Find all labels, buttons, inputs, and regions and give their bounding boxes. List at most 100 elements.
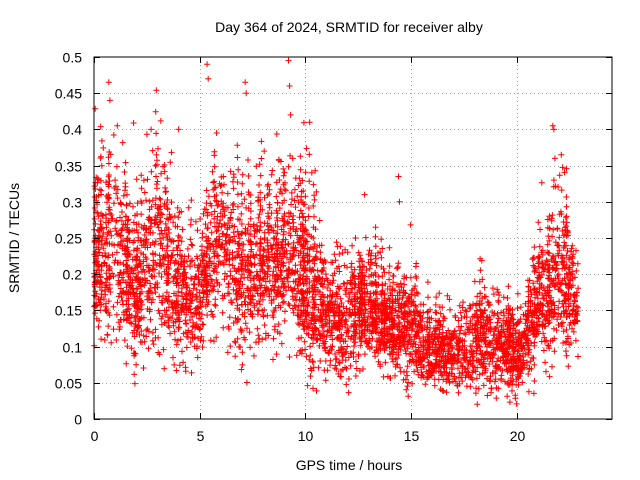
data-point [200,210,207,217]
data-point [250,221,257,228]
data-point [154,178,161,185]
data-point [335,349,342,356]
data-point [130,219,137,226]
data-point [171,213,178,220]
data-point [152,162,159,169]
data-point [128,320,135,327]
data-point [505,283,512,290]
data-point [530,390,537,397]
data-point [286,230,292,237]
data-point [156,204,162,211]
data-point [206,254,213,261]
data-point [157,260,164,266]
data-point [113,218,119,225]
data-point [327,332,334,339]
data-point [266,215,273,222]
data-point [191,343,198,350]
data-point [239,230,246,236]
data-point [365,259,372,266]
data-point [401,310,408,317]
data-point [113,217,120,224]
data-point [496,292,503,299]
data-point [202,221,209,228]
data-point [422,381,429,388]
x-tick-label: 5 [197,428,205,444]
data-point [535,219,542,226]
data-point [404,363,411,370]
data-point [150,341,157,348]
data-point [415,371,422,378]
data-point [350,349,357,356]
data-point [109,270,116,277]
data-point [459,363,466,369]
data-point [188,241,195,248]
data-point [443,389,450,396]
data-point [261,194,268,201]
data-point [421,363,428,370]
data-point [475,385,482,392]
data-point [124,343,131,350]
data-point [456,302,463,309]
data-point [111,185,118,191]
data-point [408,327,415,334]
data-point [212,248,218,255]
data-point [560,328,567,335]
data-point [459,342,466,349]
data-point [208,202,215,209]
data-point [420,334,427,340]
data-point [131,333,138,340]
y-tick-label: 0.25 [55,231,82,247]
data-point [369,314,376,321]
data-point [513,400,520,407]
data-point [130,239,137,246]
data-point [550,325,557,332]
data-point [382,359,389,366]
data-point [138,281,144,288]
data-point [160,346,167,353]
data-point [158,299,165,306]
data-point [317,296,324,303]
data-point [197,216,204,222]
data-point [101,337,108,343]
data-point [187,317,193,323]
data-point [117,285,124,292]
data-point [105,154,112,161]
data-point [559,228,566,234]
data-point [208,211,215,218]
data-point [455,323,462,330]
data-point [487,377,494,384]
data-point [155,209,162,216]
data-point [155,145,161,152]
data-point [239,247,246,254]
data-point [488,389,494,396]
y-tick-label: 0.05 [55,376,82,392]
data-point [570,306,577,313]
data-point [168,149,175,156]
data-point [469,329,476,336]
data-point [161,365,168,372]
data-point [495,355,502,362]
data-point [255,214,262,221]
data-point [182,368,189,375]
data-point [339,323,346,330]
data-point [102,253,109,260]
data-point [292,204,299,211]
data-point [255,307,262,314]
data-point [336,360,343,367]
data-point [306,356,313,363]
data-point [199,344,206,351]
data-point [111,242,118,249]
data-point [339,249,346,256]
data-point [262,278,269,285]
data-point [156,252,163,259]
data-point [431,382,438,389]
data-point [122,221,129,228]
data-point [324,328,331,335]
data-point [340,280,347,287]
data-point [133,361,140,368]
chart-title: Day 364 of 2024, SRMTID for receiver alb… [215,19,483,35]
data-point [103,270,110,277]
data-point [355,353,362,359]
data-point [437,310,444,317]
data-point [411,368,418,375]
